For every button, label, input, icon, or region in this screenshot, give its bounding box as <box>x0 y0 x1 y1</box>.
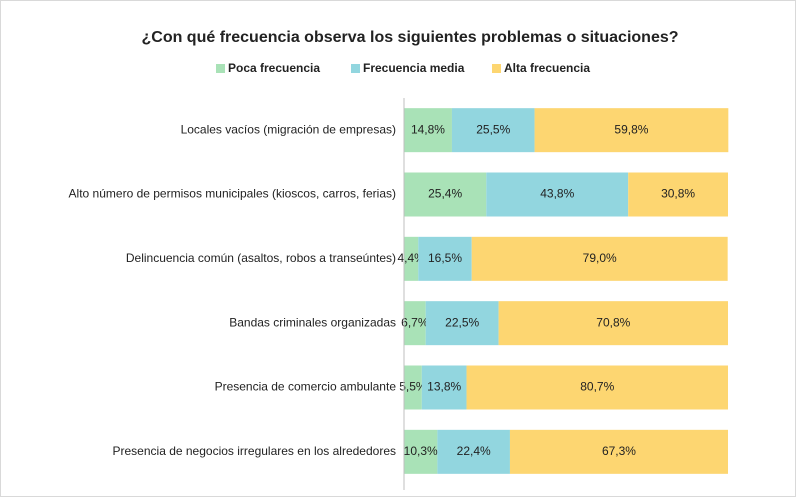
legend-label: Poca frecuencia <box>228 61 320 75</box>
bar-segment <box>404 429 438 474</box>
data-label: 79,0% <box>583 251 617 265</box>
bar-segment <box>498 301 728 346</box>
y-tick-label: Bandas criminales organizadas <box>229 315 396 329</box>
data-label: 25,5% <box>476 122 510 136</box>
bar-segment <box>404 236 419 281</box>
legend-label: Alta frecuencia <box>504 61 590 75</box>
legend-label: Frecuencia media <box>363 61 465 75</box>
y-tick-label: Presencia de negocios irregulares en los… <box>113 444 397 458</box>
data-label: 70,8% <box>596 315 630 329</box>
data-label: 14,8% <box>411 122 445 136</box>
y-tick-label: Presencia de comercio ambulante <box>215 380 397 394</box>
bar-segment <box>466 365 728 410</box>
legend-swatch <box>216 64 225 73</box>
y-tick-label: Locales vacíos (migración de empresas) <box>181 122 396 136</box>
legend-swatch <box>492 64 501 73</box>
data-label: 43,8% <box>540 187 574 201</box>
bar-segment <box>486 172 629 217</box>
legend-swatch <box>351 64 360 73</box>
data-label: 59,8% <box>614 122 648 136</box>
bar-segment <box>404 365 422 410</box>
bar-segment <box>471 236 728 281</box>
y-tick-label: Alto número de permisos municipales (kio… <box>69 187 396 201</box>
bar-segment <box>404 172 487 217</box>
data-label: 30,8% <box>661 187 695 201</box>
bar-segment <box>509 429 728 474</box>
bar-segment <box>628 172 728 217</box>
bar-segment <box>418 236 472 281</box>
data-label: 16,5% <box>428 251 462 265</box>
data-label: 22,5% <box>445 315 479 329</box>
data-label: 80,7% <box>580 380 614 394</box>
bar-segment <box>451 108 535 153</box>
bar-segment <box>404 301 426 346</box>
data-label: 6,7% <box>401 315 429 329</box>
y-tick-label: Delincuencia común (asaltos, robos a tra… <box>126 251 396 265</box>
bar-segment <box>534 108 729 153</box>
data-label: 5,5% <box>399 380 427 394</box>
bar-segment <box>437 429 510 474</box>
bar-segment <box>404 108 452 153</box>
bar-segment <box>425 301 499 346</box>
data-label: 10,3% <box>404 444 438 458</box>
data-label: 25,4% <box>428 187 462 201</box>
data-label: 13,8% <box>427 380 461 394</box>
bar-segment <box>421 365 467 410</box>
data-label: 67,3% <box>602 444 636 458</box>
data-label: 22,4% <box>457 444 491 458</box>
chart-title: ¿Con qué frecuencia observa los siguient… <box>141 29 678 46</box>
